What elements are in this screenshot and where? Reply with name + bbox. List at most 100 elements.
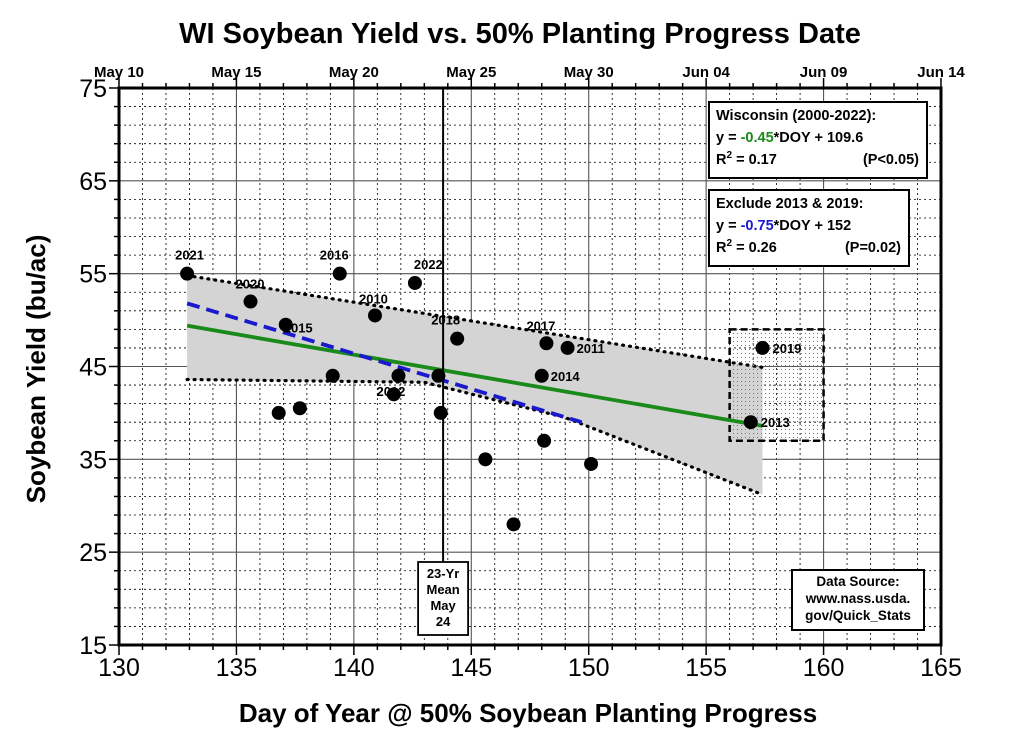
x-tick-label: 135 xyxy=(216,654,258,682)
data-point xyxy=(386,387,401,402)
equation-eq-suffix: *DOY + 109.6 xyxy=(774,130,864,146)
exclude-stats-pvalue: (P=0.02) xyxy=(845,240,901,256)
x-tick-label: 150 xyxy=(568,654,610,682)
data-point-label: 2015 xyxy=(284,321,313,336)
confidence-band-lower xyxy=(185,377,765,497)
r2-superscript: 2 xyxy=(726,150,732,161)
data-point-label: 2018 xyxy=(431,313,460,328)
data-point xyxy=(407,275,422,290)
data-point xyxy=(271,405,286,420)
date-tick-label: May 15 xyxy=(211,64,261,81)
exclude-stats-box xyxy=(708,189,910,267)
data-point-label: 2011 xyxy=(577,341,605,356)
x-tick-label: 160 xyxy=(803,654,845,682)
r2-label: R xyxy=(716,240,727,256)
r2-label: R xyxy=(716,152,727,168)
y-tick-label: 75 xyxy=(79,75,107,103)
mean-date-text: 24 xyxy=(436,614,451,629)
data-point-label: 2017 xyxy=(526,318,555,333)
data-point xyxy=(243,294,258,309)
r2-value: = 0.17 xyxy=(732,152,777,168)
exclude-stats-equation: y = -0.75*DOY + 152 xyxy=(716,218,851,234)
data-point xyxy=(506,517,521,532)
data-point-label: 2021 xyxy=(175,248,204,263)
data-point-label: 2010 xyxy=(359,291,388,306)
data-point xyxy=(478,452,493,467)
x-tick-label: 145 xyxy=(450,654,492,682)
date-tick-label: May 25 xyxy=(446,64,496,81)
data-source-text: gov/Quick_Stats xyxy=(805,608,911,623)
equation-slope: -0.45 xyxy=(741,130,774,146)
fit-line-all-years xyxy=(186,323,763,428)
data-point xyxy=(433,405,448,420)
data-point-label: 2019 xyxy=(773,341,802,356)
data-points: 2021202020152016201020222012201820172011… xyxy=(175,248,801,532)
data-point xyxy=(278,317,293,332)
data-point xyxy=(332,266,347,281)
equation-eq-prefix: y = xyxy=(716,130,741,146)
date-tick-label: Jun 14 xyxy=(917,64,965,81)
data-point xyxy=(755,340,770,355)
x-tick-label: 155 xyxy=(685,654,727,682)
date-tick-label: Jun 04 xyxy=(682,64,730,81)
wisconsin-stats-box xyxy=(708,101,928,179)
data-source-box xyxy=(791,569,925,631)
data-point xyxy=(743,415,758,430)
data-point xyxy=(584,456,599,471)
date-tick-label: May 30 xyxy=(564,64,614,81)
data-point xyxy=(534,368,549,383)
x-axis-title: Day of Year @ 50% Soybean Planting Progr… xyxy=(239,698,817,728)
wisconsin-stats-r2: R2 = 0.17 xyxy=(716,150,777,168)
x-tick-label: 130 xyxy=(98,654,140,682)
y-tick-label: 15 xyxy=(79,632,107,660)
date-tick-label: May 20 xyxy=(329,64,379,81)
wisconsin-stats-title: Wisconsin (2000-2022): xyxy=(716,108,876,124)
data-point-label: 2022 xyxy=(414,257,443,272)
exclude-stats-title: Exclude 2013 & 2019: xyxy=(716,196,864,212)
y-axis-title: Soybean Yield (bu/ac) xyxy=(21,235,51,504)
equation-eq-suffix: *DOY + 152 xyxy=(774,218,852,234)
data-point-label: 2020 xyxy=(236,277,265,292)
wisconsin-stats-pvalue: (P<0.05) xyxy=(863,152,919,168)
data-point-label: 2013 xyxy=(761,415,790,430)
mean-date-text: 23-Yr xyxy=(427,566,460,581)
data-source-text: www.nass.usda. xyxy=(805,591,911,606)
y-tick-label: 25 xyxy=(79,539,107,567)
date-tick-label: May 10 xyxy=(94,64,144,81)
mean-date-box xyxy=(417,561,470,636)
equation-eq-prefix: y = xyxy=(716,218,741,234)
data-point xyxy=(560,340,575,355)
equation-slope: -0.75 xyxy=(741,218,774,234)
wisconsin-stats-equation: y = -0.45*DOY + 109.6 xyxy=(716,130,863,146)
confidence-band-upper xyxy=(185,273,765,370)
data-point xyxy=(450,331,465,346)
axis-ticks: 130 135 140 145 150 155 160 16515253545556575Ma… xyxy=(79,64,965,682)
confidence-band xyxy=(185,273,765,497)
data-point xyxy=(431,368,446,383)
data-point xyxy=(292,401,307,416)
x-tick-label: 140 xyxy=(333,654,375,682)
y-tick-label: 35 xyxy=(79,446,107,474)
fit-line-excluding-outliers xyxy=(186,301,583,425)
y-tick-label: 55 xyxy=(79,261,107,289)
regression-lines xyxy=(186,301,763,428)
r2-superscript: 2 xyxy=(726,238,732,249)
data-point-label: 2016 xyxy=(320,248,349,263)
data-point xyxy=(539,336,554,351)
data-point xyxy=(537,433,552,448)
mean-date-text: Mean xyxy=(426,582,459,597)
data-point xyxy=(325,368,340,383)
exclude-stats-r2: R2 = 0.26 xyxy=(716,238,777,256)
chart-title: WI Soybean Yield vs. 50% Planting Progre… xyxy=(179,18,861,50)
y-tick-label: 65 xyxy=(79,168,107,196)
data-point xyxy=(391,368,406,383)
data-point-label: 2014 xyxy=(551,369,581,384)
date-tick-label: Jun 09 xyxy=(800,64,848,81)
data-point xyxy=(180,266,195,281)
r2-value: = 0.26 xyxy=(732,240,777,256)
data-source-text: Data Source: xyxy=(816,574,899,589)
data-point xyxy=(367,308,382,323)
annotations: Wisconsin (2000-2022): y = -0.45*DOY + 10… xyxy=(708,101,928,631)
